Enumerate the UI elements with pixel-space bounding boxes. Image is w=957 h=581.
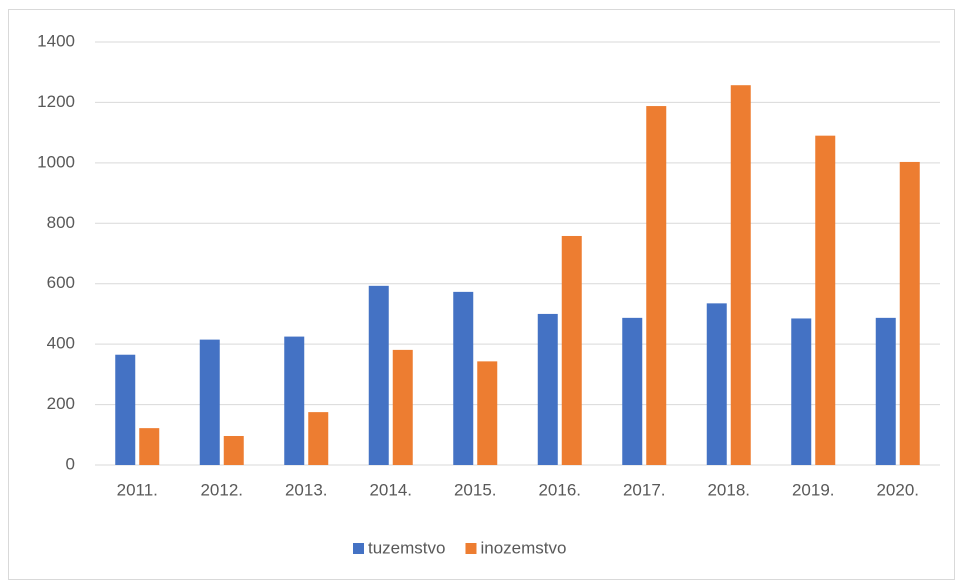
bar: [815, 135, 836, 465]
bar: [223, 435, 244, 465]
bar: [308, 412, 329, 465]
bar: [706, 303, 727, 465]
bar: [537, 313, 558, 465]
bar: [284, 336, 305, 465]
x-tick-label: 2018.: [707, 480, 750, 499]
y-tick-label: 400: [47, 334, 75, 353]
bar: [368, 285, 389, 465]
bar: [115, 354, 136, 465]
y-tick-label: 800: [47, 213, 75, 232]
y-tick-label: 1000: [37, 152, 75, 171]
legend-swatch: [353, 543, 364, 554]
bar: [646, 106, 667, 465]
x-tick-label: 2012.: [200, 480, 243, 499]
x-tick-label: 2013.: [285, 480, 328, 499]
legend-label: inozemstvo: [480, 538, 566, 557]
x-tick-label: 2020.: [876, 480, 919, 499]
chart-border: [8, 9, 955, 580]
x-tick-label: 2014.: [369, 480, 412, 499]
y-tick-label: 1200: [37, 92, 75, 111]
x-tick-label: 2015.: [454, 480, 497, 499]
y-tick-label: 200: [47, 394, 75, 413]
bar: [561, 235, 582, 465]
legend-label: tuzemstvo: [368, 538, 445, 557]
y-tick-label: 1400: [37, 31, 75, 50]
bar: [622, 317, 643, 465]
bar: [875, 317, 896, 465]
bar: [199, 339, 220, 465]
bar: [730, 85, 751, 466]
y-tick-label: 0: [66, 454, 75, 473]
y-tick-label: 600: [47, 273, 75, 292]
bar: [453, 291, 474, 465]
x-tick-label: 2019.: [792, 480, 835, 499]
x-tick-label: 2016.: [538, 480, 581, 499]
bar: [392, 349, 413, 465]
bar: [477, 361, 498, 465]
legend-swatch: [465, 543, 477, 554]
x-tick-label: 2017.: [623, 480, 666, 499]
x-tick-label: 2011.: [117, 480, 158, 499]
bar: [791, 318, 812, 465]
bar: [899, 161, 920, 465]
bar: [139, 428, 160, 465]
